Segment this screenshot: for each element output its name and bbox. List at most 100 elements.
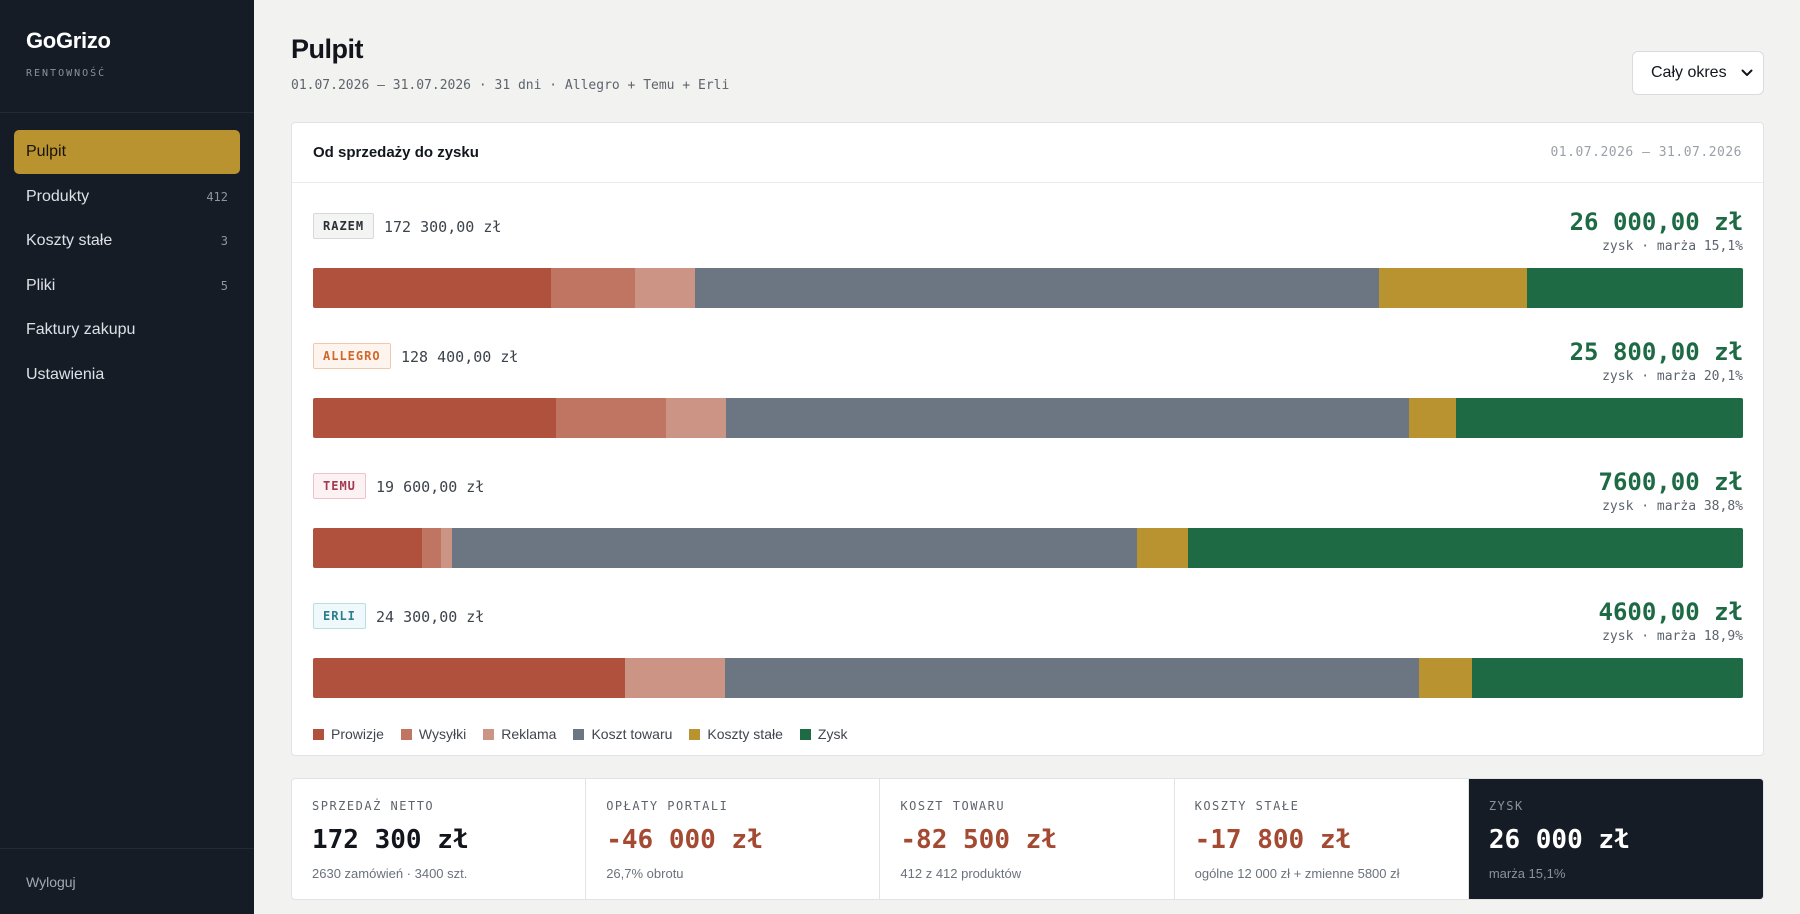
segment-reklama: [666, 398, 727, 438]
period-select-value: Cały okres: [1651, 64, 1727, 81]
channel-amount: 172 300,00 zł: [384, 218, 502, 236]
kpi-note: 412 z 412 produktów: [900, 866, 1022, 881]
segment-reklama: [624, 658, 725, 698]
stacked-bar: [313, 398, 1743, 438]
segment-wysylki: [422, 528, 441, 568]
segment-zysk: [1455, 398, 1743, 438]
stacked-bar: [313, 658, 1743, 698]
kpi-value: -46 000 zł: [606, 825, 763, 855]
sidebar-item-label: Pulpit: [26, 143, 67, 160]
segment-prowizje: [313, 398, 556, 438]
segment-reklama: [635, 268, 695, 308]
segment-koszt-towaru: [451, 528, 1138, 568]
page-subtitle: 01.07.2026 – 31.07.2026 · 31 dni · Alleg…: [291, 78, 730, 93]
kpi-value: 26 000 zł: [1488, 825, 1630, 855]
main-content: Pulpit 01.07.2026 – 31.07.2026 · 31 dni …: [254, 0, 1800, 914]
sidebar-item-koszty-stale[interactable]: Koszty stałe 3: [14, 219, 240, 263]
kpi-label: OPŁATY PORTALI: [606, 799, 729, 813]
legend-item-koszt-towaru: Koszt towaru: [573, 726, 672, 742]
channel-amount: 24 300,00 zł: [376, 608, 485, 626]
chevron-down-icon: [1741, 69, 1753, 77]
segment-koszt-towaru: [694, 268, 1380, 308]
legend-label: Zysk: [817, 726, 848, 742]
channel-badge: RAZEM: [313, 213, 375, 239]
stacked-bar: [313, 268, 1743, 308]
segment-koszty-stale: [1137, 528, 1189, 568]
sidebar-nav: Pulpit Produkty 412 Koszty stałe 3 Pliki…: [0, 113, 254, 397]
kpi-note: ogólne 12 000 zł + zmienne 5800 zł: [1194, 866, 1400, 881]
channel-amount: 19 600,00 zł: [376, 478, 485, 496]
channel-profit: 25 800,00 zł: [1569, 338, 1743, 366]
channel-row-razem: RAZEM 172 300,00 zł 26 000,00 zł zysk · …: [313, 208, 1743, 308]
channel-margin: zysk · marża 20,1%: [1602, 369, 1743, 384]
legend-label: Koszt towaru: [591, 726, 673, 742]
chart-legend: Prowizje Wysyłki Reklama Koszt towaru Ko…: [313, 726, 864, 742]
sidebar-item-produkty[interactable]: Produkty 412: [14, 175, 240, 219]
sidebar-footer: Wyloguj: [0, 848, 254, 914]
segment-prowizje: [313, 268, 552, 308]
legend-label: Prowizje: [331, 726, 384, 742]
kpi-label: ZYSK: [1488, 799, 1524, 813]
legend-item-reklama: Reklama: [483, 726, 556, 742]
legend-swatch: [400, 728, 412, 740]
legend-swatch: [573, 728, 585, 740]
stacked-bar: [313, 528, 1743, 568]
sidebar-item-label: Koszty stałe: [26, 232, 113, 250]
sidebar-item-label: Faktury zakupu: [26, 321, 136, 339]
kpi-koszty-stale: KOSZTY STAŁE -17 800 zł ogólne 12 000 zł…: [1175, 779, 1469, 899]
channel-row-temu: TEMU 19 600,00 zł 7600,00 zł zysk · marż…: [313, 468, 1743, 568]
legend-item-zysk: Zysk: [799, 726, 848, 742]
kpi-zysk: ZYSK 26 000 zł marża 15,1%: [1468, 779, 1763, 899]
kpi-value: 172 300 zł: [312, 825, 469, 855]
segment-koszt-towaru: [726, 398, 1409, 438]
sales-to-profit-card: Od sprzedaży do zysku 01.07.2026 – 31.07…: [291, 122, 1764, 756]
kpi-label: KOSZTY STAŁE: [1194, 799, 1300, 813]
legend-swatch: [689, 728, 701, 740]
channel-margin: zysk · marża 38,8%: [1602, 499, 1743, 514]
channel-badge: ALLEGRO: [313, 343, 391, 369]
channel-row-allegro: ALLEGRO 128 400,00 zł 25 800,00 zł zysk …: [313, 338, 1743, 438]
kpi-label: KOSZT TOWARU: [900, 799, 1006, 813]
sidebar-item-label: Produkty: [26, 187, 90, 205]
channel-margin: zysk · marża 18,9%: [1602, 629, 1743, 644]
legend-label: Koszty stałe: [707, 726, 783, 742]
segment-zysk: [1472, 658, 1743, 698]
channel-profit: 4600,00 zł: [1598, 598, 1744, 626]
channel-amount: 128 400,00 zł: [401, 348, 519, 366]
sidebar-item-pliki[interactable]: Pliki 5: [14, 264, 240, 308]
segment-zysk: [1188, 528, 1743, 568]
logout-link[interactable]: Wyloguj: [26, 873, 76, 890]
channel-margin: zysk · marża 15,1%: [1602, 239, 1743, 254]
channel-profit: 7600,00 zł: [1598, 468, 1744, 496]
sidebar: GoGrizo RENTOWNOŚĆ Pulpit Produkty 412 K…: [0, 0, 254, 914]
kpi-note: 2630 zamówień · 3400 szt.: [312, 866, 468, 881]
legend-swatch: [483, 728, 495, 740]
sidebar-item-count: 412: [206, 189, 228, 204]
card-header: Od sprzedaży do zysku 01.07.2026 – 31.07…: [292, 123, 1763, 183]
channel-badge: ERLI: [313, 603, 366, 629]
sidebar-item-count: 3: [220, 234, 228, 249]
sidebar-item-label: Pliki: [26, 276, 56, 294]
kpi-note: 26,7% obrotu: [606, 866, 684, 881]
kpi-label: SPRZEDAŻ NETTO: [312, 799, 435, 813]
segment-wysylki: [555, 398, 667, 438]
brand-name[interactable]: GoGrizo: [26, 28, 111, 53]
segment-reklama: [440, 528, 452, 568]
page-title: Pulpit: [291, 34, 364, 64]
kpi-oplaty-portali: OPŁATY PORTALI -46 000 zł 26,7% obrotu: [586, 779, 881, 899]
sidebar-item-ustawienia[interactable]: Ustawienia: [14, 353, 240, 397]
sidebar-item-faktury-zakupu[interactable]: Faktury zakupu: [14, 308, 240, 352]
sidebar-item-pulpit[interactable]: Pulpit: [14, 130, 240, 174]
legend-label: Wysyłki: [418, 726, 467, 742]
segment-koszty-stale: [1379, 268, 1528, 308]
kpi-sprzedaz-netto: SPRZEDAŻ NETTO 172 300 zł 2630 zamówień …: [292, 779, 587, 899]
period-select[interactable]: Cały okres: [1632, 51, 1764, 95]
segment-zysk: [1527, 268, 1743, 308]
segment-prowizje: [313, 528, 423, 568]
sidebar-item-label: Ustawienia: [26, 365, 105, 383]
segment-koszty-stale: [1419, 658, 1473, 698]
card-date-range: 01.07.2026 – 31.07.2026: [1550, 145, 1742, 160]
card-title: Od sprzedaży do zysku: [313, 144, 479, 161]
legend-item-wysylki: Wysyłki: [400, 726, 467, 742]
brand-subtitle: RENTOWNOŚĆ: [26, 68, 107, 79]
